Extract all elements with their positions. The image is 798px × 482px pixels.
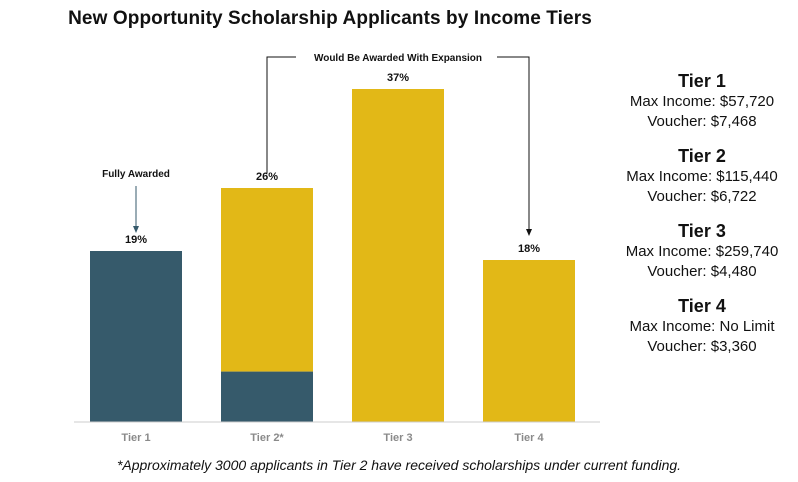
- x-tick-label: Tier 2*: [250, 432, 284, 444]
- tier-voucher: Voucher: $3,360: [647, 338, 757, 355]
- tier-max-income: Max Income: $259,740: [625, 243, 779, 260]
- tier-max-income: Max Income: No Limit: [629, 318, 775, 335]
- tier-name: Tier 1: [678, 71, 726, 91]
- tier-max-income: Max Income: $115,440: [626, 168, 778, 185]
- bar-awarded: [221, 371, 313, 422]
- tier-info-2: Tier 2 Max Income: $115,440 Voucher: $6,…: [606, 145, 798, 207]
- expansion-label: Would Be Awarded With Expansion: [314, 53, 482, 64]
- tier-info-3: Tier 3 Max Income: $259,740 Voucher: $4,…: [606, 220, 798, 282]
- bar-awarded: [90, 251, 182, 422]
- tier-voucher: Voucher: $4,480: [647, 263, 757, 280]
- tier-legend: Tier 1 Max Income: $57,720 Voucher: $7,4…: [606, 70, 798, 370]
- fully-awarded-arrowhead: [133, 226, 139, 233]
- tier-info-1: Tier 1 Max Income: $57,720 Voucher: $7,4…: [606, 70, 798, 132]
- tier-info-4: Tier 4 Max Income: No Limit Voucher: $3,…: [606, 295, 798, 357]
- expansion-arrowhead: [526, 229, 532, 236]
- tier-max-income: Max Income: $57,720: [629, 93, 775, 110]
- x-ticks-group: Tier 1 Tier 2* Tier 3 Tier 4: [121, 432, 544, 444]
- bar-chart: 19% 26% 37% 18% Tier 1 Tier 2* Tier 3 Tier 4 F…: [74, 53, 600, 444]
- x-tick-label: Tier 4: [514, 432, 544, 444]
- bar-value-label: 18%: [518, 243, 540, 255]
- bar-not-awarded: [352, 89, 444, 422]
- bars-group: 19% 26% 37% 18%: [90, 72, 575, 422]
- tier-voucher: Voucher: $6,722: [647, 188, 757, 205]
- bar-not-awarded: [483, 260, 575, 422]
- bar-value-label: 19%: [125, 234, 147, 246]
- bar-value-label: 37%: [387, 72, 409, 84]
- tier-name: Tier 4: [678, 296, 726, 316]
- annotations-group: Fully Awarded Would Be Awarded With Expan…: [102, 53, 532, 236]
- expansion-bracket: [266, 56, 530, 232]
- tier-name: Tier 2: [678, 146, 726, 166]
- x-tick-label: Tier 1: [121, 432, 150, 444]
- fully-awarded-label: Fully Awarded: [102, 169, 170, 180]
- bar-not-awarded: [221, 188, 313, 372]
- tier-name: Tier 3: [678, 221, 726, 241]
- x-tick-label: Tier 3: [383, 432, 412, 444]
- bar-value-label: 26%: [256, 171, 278, 183]
- chart-title: New Opportunity Scholarship Applicants b…: [68, 8, 592, 29]
- tier-voucher: Voucher: $7,468: [647, 113, 757, 130]
- footnote: *Approximately 3000 applicants in Tier 2…: [116, 457, 682, 473]
